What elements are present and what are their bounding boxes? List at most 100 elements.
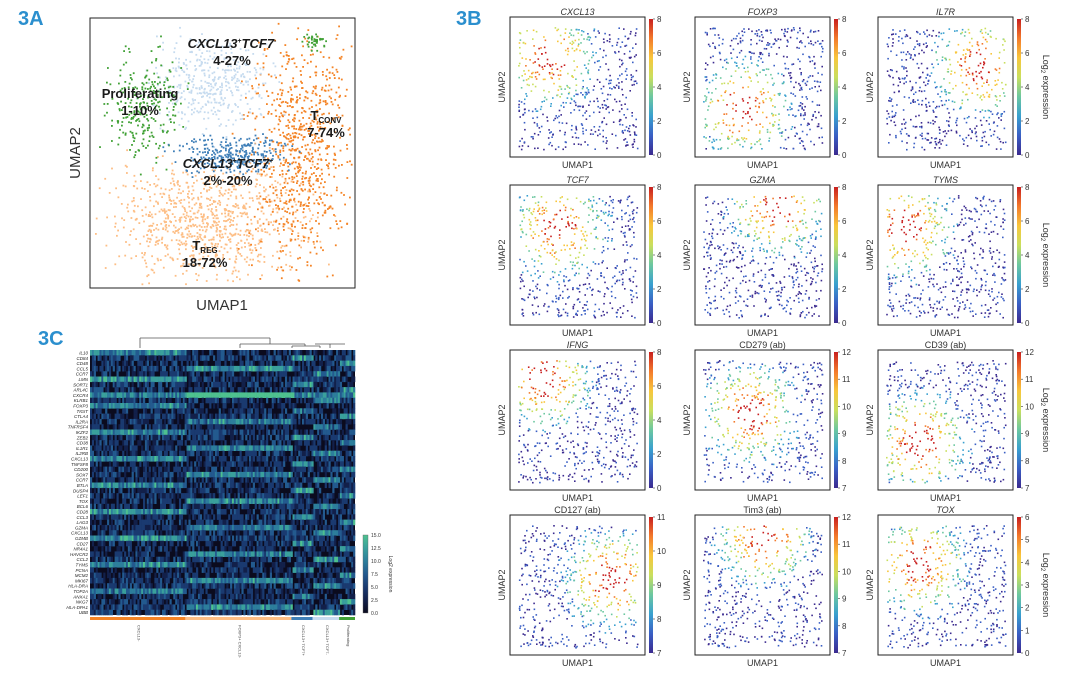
umap-3a-point: [165, 246, 168, 249]
umap-3b-point: [532, 231, 535, 233]
umap-3a-point: [111, 140, 113, 142]
umap-3b-point: [529, 59, 531, 61]
umap-3a-point: [199, 110, 202, 113]
umap-3a-point: [291, 125, 293, 128]
umap-3a-point: [127, 210, 130, 213]
umap-3b-point: [598, 69, 600, 71]
umap-3a-point: [192, 141, 195, 144]
umap-3a-point: [136, 87, 138, 90]
umap-3b-point: [628, 130, 631, 133]
umap-3a-point: [206, 50, 208, 52]
umap-3b-point: [890, 98, 893, 100]
umap-3b-point: [573, 100, 576, 102]
umap-3b-point: [576, 299, 579, 301]
umap-3a-point: [214, 169, 216, 172]
umap-3b-point: [801, 88, 803, 91]
umap-3a-point: [144, 76, 146, 79]
umap-3b-point: [750, 146, 753, 149]
umap-3b-point: [990, 110, 992, 113]
umap-3b-point: [620, 199, 622, 202]
umap-3b-point: [622, 94, 624, 96]
umap-3a-point: [178, 239, 181, 242]
umap-3a-point: [296, 98, 299, 101]
umap-3b-point: [781, 73, 783, 76]
umap-3b-point: [749, 51, 752, 54]
umap-3a-point: [230, 219, 232, 221]
umap-3b-point: [805, 96, 808, 98]
umap-3b-point: [559, 197, 562, 199]
umap-3b-point: [532, 290, 534, 292]
umap-3b-point: [585, 118, 588, 120]
umap-3a-point: [206, 216, 209, 218]
umap-3a-point: [225, 160, 228, 163]
umap-3b-point: [589, 208, 592, 211]
umap-3b-point: [604, 203, 607, 206]
umap-3a-point: [236, 89, 238, 91]
umap-3b-point: [806, 271, 808, 274]
umap-3a-point: [169, 118, 172, 121]
umap-3a-point: [181, 236, 184, 238]
umap-3b-point: [525, 233, 528, 236]
umap-3a-point: [140, 198, 142, 200]
umap-3a-point: [173, 184, 176, 187]
umap-3a-point: [148, 225, 151, 227]
umap-3b-point: [531, 72, 533, 75]
umap-3b-point: [732, 82, 735, 84]
umap-3b-point: [741, 125, 743, 127]
umap-3a-point: [288, 140, 291, 143]
umap-3b-point: [588, 104, 590, 106]
umap-3a-point: [214, 92, 217, 95]
umap-3b-point: [752, 275, 755, 277]
umap-3b-colorbar-label: 0: [657, 319, 662, 328]
umap-3a-point: [311, 119, 314, 122]
umap-3b-point: [574, 224, 577, 227]
umap-3a-point: [309, 209, 311, 212]
umap-3a-point: [208, 163, 211, 166]
umap-3a-point: [195, 246, 197, 249]
umap-3b-point: [580, 42, 582, 44]
umap-3b-point: [571, 227, 573, 230]
umap-3a-point: [317, 180, 319, 182]
umap-3a-point: [170, 121, 172, 123]
umap-3a-point: [255, 77, 257, 80]
umap-3b-point: [820, 279, 823, 282]
umap-3b-point: [892, 42, 894, 44]
umap-3b-point: [790, 128, 793, 130]
umap-3b-point: [814, 41, 817, 44]
umap-3a-point: [197, 102, 200, 104]
umap-3a-point: [318, 140, 321, 143]
umap-3a-point: [239, 253, 242, 255]
umap-3b-point: [786, 109, 789, 111]
umap-3a-point: [291, 58, 293, 60]
umap-3b-point: [596, 210, 598, 212]
umap-3b-point: [608, 82, 610, 85]
umap-3b-point: [716, 307, 719, 309]
umap-3a-point: [300, 152, 303, 155]
umap-3a-point: [212, 225, 215, 227]
umap-3b-point: [616, 147, 619, 149]
umap-3a-point: [146, 275, 149, 278]
umap-3a-point: [156, 96, 159, 98]
umap-3a-point: [231, 132, 234, 135]
umap-3a-point: [218, 195, 221, 197]
umap-3b-point: [614, 297, 617, 299]
umap-3a-label-3: CXCL13+TCF7+: [183, 156, 274, 171]
umap-3a-point: [322, 56, 325, 58]
umap-3b-point: [749, 115, 751, 118]
umap-3b-point: [570, 214, 572, 217]
umap-3b-point: [540, 263, 543, 265]
umap-3a-point: [334, 154, 336, 156]
umap-3a-point: [207, 247, 209, 250]
umap-3b-point: [577, 256, 580, 259]
umap-3b-point: [736, 256, 739, 258]
umap-3a-point: [311, 46, 314, 49]
umap-3b-point: [921, 137, 924, 140]
umap-3a-point: [246, 216, 249, 219]
umap-3b-point: [538, 213, 541, 215]
umap-3a-point: [295, 128, 298, 130]
umap-3a-point: [228, 69, 230, 72]
umap-3b-point: [732, 102, 734, 105]
umap-3a-point: [248, 235, 250, 238]
umap-3a-point: [266, 90, 268, 93]
umap-3b-point: [905, 81, 907, 83]
